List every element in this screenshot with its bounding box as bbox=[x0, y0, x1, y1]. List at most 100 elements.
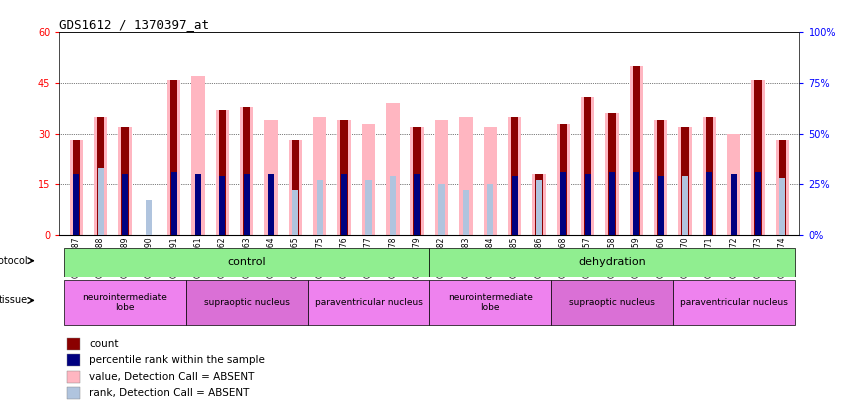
Bar bbox=[559, 124, 567, 235]
Text: control: control bbox=[228, 257, 266, 267]
Bar bbox=[97, 168, 104, 235]
Bar bbox=[244, 174, 250, 235]
Bar bbox=[678, 127, 692, 235]
Bar bbox=[386, 103, 399, 235]
Bar bbox=[605, 113, 618, 235]
Bar bbox=[487, 184, 493, 235]
Bar bbox=[74, 174, 80, 235]
Bar bbox=[629, 66, 643, 235]
Text: supraoptic nucleus: supraoptic nucleus bbox=[204, 298, 289, 307]
Text: GDS1612 / 1370397_at: GDS1612 / 1370397_at bbox=[59, 18, 209, 31]
Bar bbox=[654, 120, 667, 235]
Bar bbox=[633, 66, 640, 235]
Bar bbox=[755, 172, 761, 235]
Bar bbox=[67, 354, 80, 366]
Bar bbox=[557, 124, 570, 235]
Bar bbox=[755, 80, 761, 235]
Bar bbox=[776, 141, 789, 235]
Bar bbox=[170, 80, 178, 235]
Bar bbox=[551, 280, 673, 325]
Bar bbox=[657, 120, 664, 235]
Text: supraoptic nucleus: supraoptic nucleus bbox=[569, 298, 655, 307]
Bar bbox=[122, 174, 128, 235]
Bar bbox=[508, 117, 521, 235]
Bar bbox=[338, 120, 351, 235]
Bar bbox=[429, 247, 794, 277]
Bar bbox=[681, 127, 689, 235]
Text: dehydration: dehydration bbox=[578, 257, 645, 267]
Text: tissue: tissue bbox=[0, 295, 27, 305]
Bar bbox=[216, 110, 229, 235]
Text: value, Detection Call = ABSENT: value, Detection Call = ABSENT bbox=[89, 371, 255, 382]
Bar bbox=[459, 117, 473, 235]
Bar bbox=[67, 387, 80, 399]
Bar bbox=[293, 190, 299, 235]
Bar bbox=[415, 174, 420, 235]
Text: rank, Detection Call = ABSENT: rank, Detection Call = ABSENT bbox=[89, 388, 250, 398]
Bar bbox=[435, 120, 448, 235]
Bar bbox=[308, 280, 429, 325]
Bar bbox=[779, 178, 785, 235]
Bar bbox=[292, 141, 299, 235]
Bar bbox=[219, 176, 225, 235]
Text: neurointermediate
lobe: neurointermediate lobe bbox=[83, 293, 168, 312]
Bar bbox=[727, 134, 740, 235]
Bar bbox=[581, 96, 595, 235]
Bar bbox=[560, 172, 566, 235]
Text: paraventricular nucleus: paraventricular nucleus bbox=[680, 298, 788, 307]
Bar bbox=[608, 113, 616, 235]
Bar bbox=[512, 176, 518, 235]
Bar bbox=[195, 174, 201, 235]
Bar bbox=[365, 180, 371, 235]
Bar bbox=[703, 117, 716, 235]
Bar bbox=[67, 338, 80, 350]
Text: neurointermediate
lobe: neurointermediate lobe bbox=[448, 293, 533, 312]
Bar bbox=[94, 117, 107, 235]
Bar bbox=[731, 174, 737, 235]
Bar bbox=[121, 127, 129, 235]
Bar bbox=[171, 172, 177, 235]
Bar bbox=[243, 107, 250, 235]
Bar bbox=[706, 172, 712, 235]
Bar bbox=[511, 117, 519, 235]
Bar bbox=[264, 120, 277, 235]
Bar bbox=[484, 127, 497, 235]
Bar bbox=[316, 180, 323, 235]
Bar bbox=[657, 176, 664, 235]
Bar bbox=[751, 80, 765, 235]
Bar bbox=[536, 180, 542, 235]
Text: percentile rank within the sample: percentile rank within the sample bbox=[89, 355, 265, 365]
Bar bbox=[429, 280, 551, 325]
Bar bbox=[585, 174, 591, 235]
Bar bbox=[463, 190, 469, 235]
Bar bbox=[410, 127, 424, 235]
Bar bbox=[532, 174, 546, 235]
Bar bbox=[167, 80, 180, 235]
Bar bbox=[673, 280, 794, 325]
Text: paraventricular nucleus: paraventricular nucleus bbox=[315, 298, 422, 307]
Bar bbox=[362, 124, 375, 235]
Bar bbox=[191, 76, 205, 235]
Bar bbox=[268, 174, 274, 235]
Bar bbox=[64, 247, 429, 277]
Bar bbox=[186, 280, 308, 325]
Bar bbox=[390, 176, 396, 235]
Bar bbox=[414, 127, 420, 235]
Text: count: count bbox=[89, 339, 118, 349]
Bar bbox=[341, 174, 347, 235]
Bar bbox=[584, 96, 591, 235]
Bar bbox=[97, 117, 104, 235]
Text: protocol: protocol bbox=[0, 256, 27, 266]
Bar bbox=[682, 176, 688, 235]
Bar bbox=[609, 172, 615, 235]
Bar bbox=[64, 280, 186, 325]
Bar bbox=[118, 127, 132, 235]
Bar bbox=[240, 107, 254, 235]
Bar bbox=[778, 141, 786, 235]
Bar bbox=[69, 141, 83, 235]
Bar bbox=[67, 371, 80, 382]
Bar bbox=[340, 120, 348, 235]
Bar bbox=[536, 174, 542, 235]
Bar bbox=[438, 184, 444, 235]
Bar bbox=[706, 117, 713, 235]
